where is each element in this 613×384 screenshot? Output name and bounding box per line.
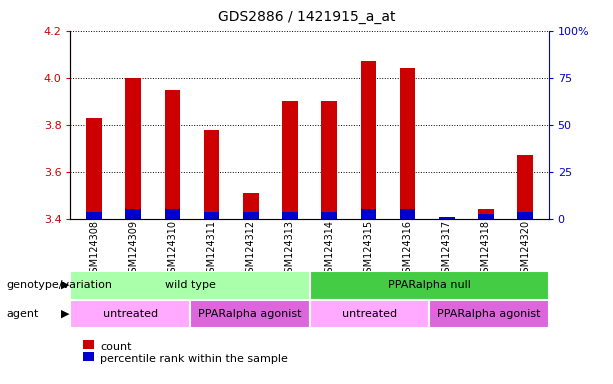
Bar [282, 101, 298, 219]
Text: ▶: ▶ [61, 309, 69, 319]
Text: PPARalpha null: PPARalpha null [387, 280, 471, 290]
Bar [190, 300, 310, 328]
Bar [321, 212, 337, 219]
Bar [164, 209, 180, 219]
Bar [360, 209, 376, 219]
Bar [321, 101, 337, 219]
Text: count: count [100, 342, 131, 352]
Bar [86, 118, 102, 219]
Text: percentile rank within the sample: percentile rank within the sample [100, 354, 287, 364]
Text: agent: agent [6, 309, 39, 319]
Text: wild type: wild type [165, 280, 215, 290]
Bar [400, 68, 416, 219]
Text: genotype/variation: genotype/variation [6, 280, 112, 290]
Bar [517, 212, 533, 219]
Bar [429, 300, 549, 328]
Bar [439, 217, 455, 219]
Bar [70, 271, 310, 300]
Bar [478, 214, 493, 219]
Text: PPARalpha agonist: PPARalpha agonist [437, 309, 541, 319]
Bar [204, 212, 219, 219]
Text: PPARalpha agonist: PPARalpha agonist [198, 309, 302, 319]
Bar [400, 209, 416, 219]
Bar [478, 209, 493, 219]
Bar [126, 78, 141, 219]
Bar [86, 212, 102, 219]
Bar [70, 300, 190, 328]
Bar [204, 129, 219, 219]
Text: GDS2886 / 1421915_a_at: GDS2886 / 1421915_a_at [218, 10, 395, 23]
Bar [164, 89, 180, 219]
Text: untreated: untreated [342, 309, 397, 319]
Bar [243, 193, 259, 219]
Bar [360, 61, 376, 219]
Bar [310, 271, 549, 300]
Text: untreated: untreated [103, 309, 158, 319]
Bar [517, 156, 533, 219]
Bar [243, 212, 259, 219]
Bar [282, 212, 298, 219]
Bar [310, 300, 429, 328]
Text: ▶: ▶ [61, 280, 69, 290]
Bar [126, 209, 141, 219]
